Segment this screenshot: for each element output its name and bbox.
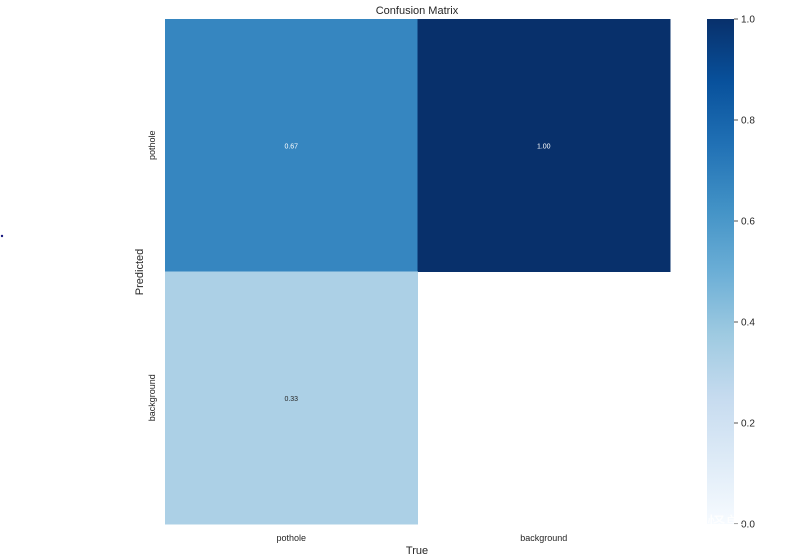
x-tick-labels: pothole background bbox=[276, 533, 567, 543]
stray-dot bbox=[0, 234, 4, 238]
colorbar-ticks: 0.0 0.2 0.4 0.6 0.8 1.0 bbox=[734, 15, 755, 531]
watermark-csdn: CSDN @AI小怪兽 bbox=[652, 536, 758, 551]
heatmap-cell-labels: 0.67 1.00 0.33 bbox=[284, 143, 550, 403]
chart-title: Confusion Matrix bbox=[376, 5, 459, 17]
cell-value-label: 0.67 bbox=[284, 143, 298, 150]
heatmap-cell-pothole-pothole bbox=[165, 19, 418, 272]
cell-value-label: 1.00 bbox=[537, 143, 551, 150]
cell-value-label: 0.33 bbox=[284, 396, 298, 403]
colorbar-tick-label: 0.4 bbox=[741, 318, 755, 329]
y-tick-label: background bbox=[147, 374, 157, 421]
colorbar bbox=[707, 19, 734, 524]
colorbar-tick-label: 0.8 bbox=[741, 116, 755, 127]
heatmap-cell-pothole-background bbox=[417, 19, 671, 272]
watermark-zhihu: 知乎 @AI小怪兽 bbox=[612, 514, 743, 535]
heatmap-cell-background-pothole bbox=[165, 271, 418, 525]
colorbar-tick-label: 0.0 bbox=[741, 520, 755, 531]
y-tick-labels: pothole background bbox=[147, 130, 157, 421]
x-tick-label: background bbox=[520, 533, 567, 543]
colorbar-tick-label: 1.0 bbox=[741, 15, 755, 26]
colorbar-tick-label: 0.6 bbox=[741, 217, 755, 228]
x-axis-label: True bbox=[406, 545, 428, 557]
y-axis-label: Predicted bbox=[134, 249, 146, 295]
x-tick-label: pothole bbox=[276, 533, 306, 543]
colorbar-tick-label: 0.2 bbox=[741, 419, 755, 430]
heatmap-cells bbox=[165, 19, 671, 525]
y-tick-label: pothole bbox=[147, 130, 157, 160]
